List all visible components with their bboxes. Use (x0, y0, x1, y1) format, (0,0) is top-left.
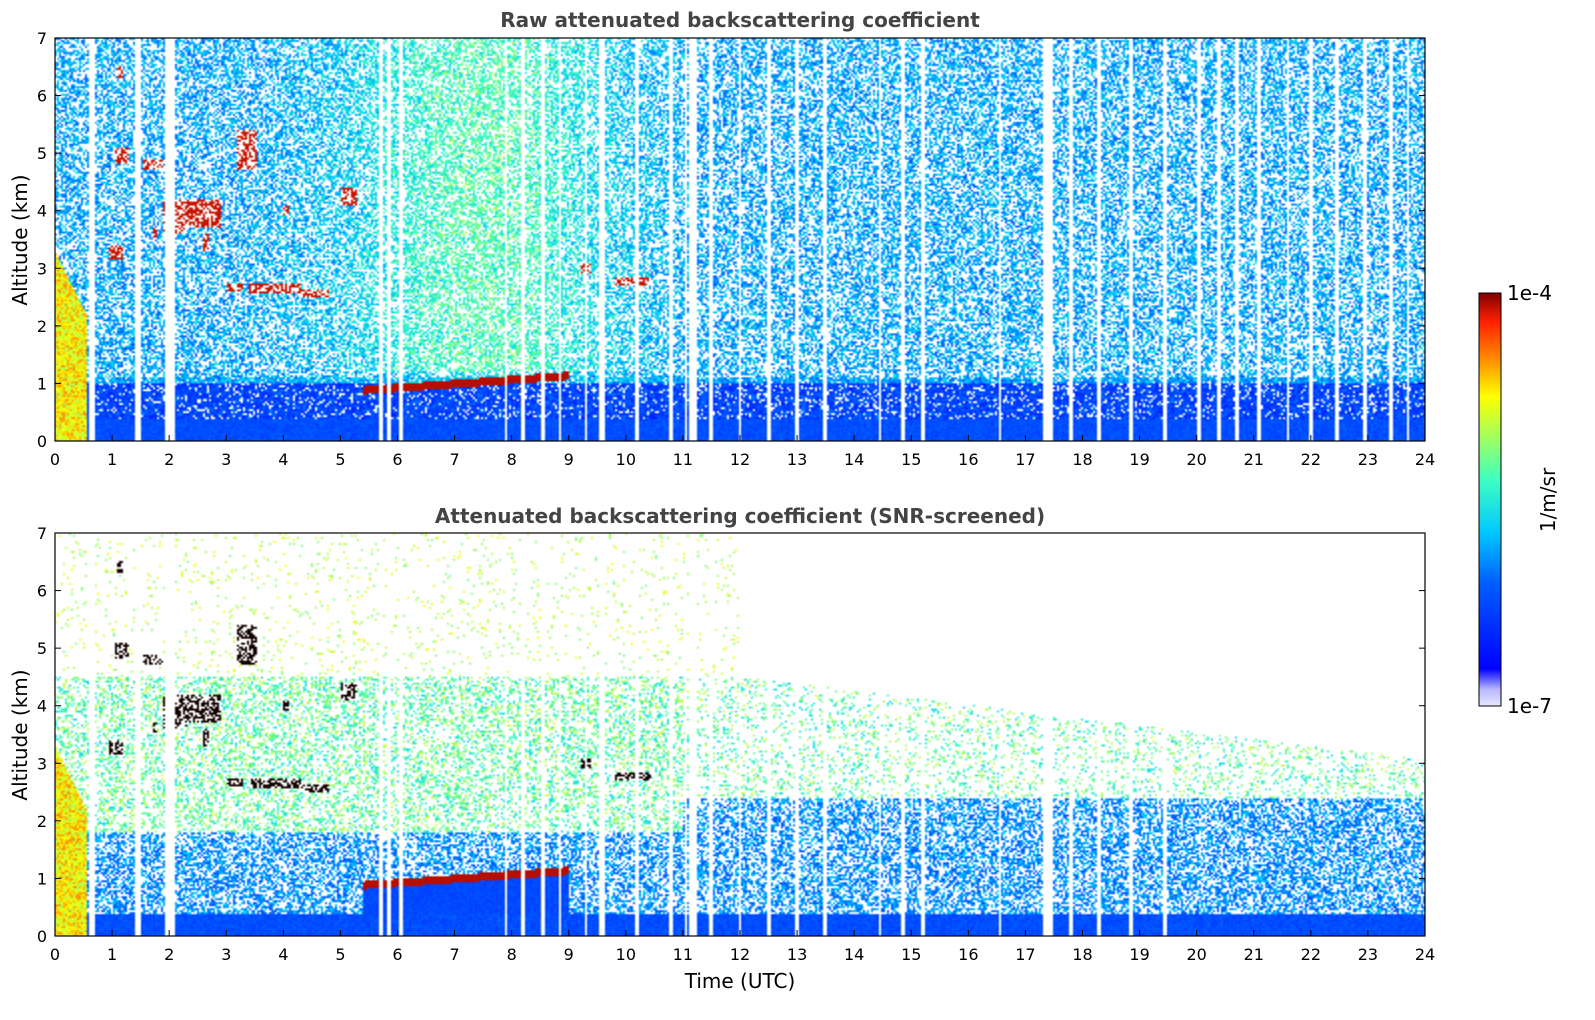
panel1-heatmap (55, 38, 1425, 441)
x-tick-label: 6 (392, 450, 402, 469)
x-tick-label: 22 (1301, 450, 1321, 469)
x-tick-label: 3 (221, 450, 231, 469)
x-tick-label: 7 (449, 945, 459, 964)
x-tick-label: 18 (1072, 450, 1092, 469)
panel2-heatmap (55, 533, 1425, 936)
y-tick-label: 6 (37, 87, 47, 106)
x-tick-label: 5 (335, 945, 345, 964)
x-tick-label: 21 (1244, 450, 1264, 469)
x-tick-label: 8 (507, 945, 517, 964)
y-tick-label: 0 (37, 432, 47, 451)
x-tick-label: 14 (844, 450, 864, 469)
x-tick-label: 0 (50, 450, 60, 469)
y-tick-label: 1 (37, 374, 47, 393)
x-tick-label: 11 (673, 450, 693, 469)
x-tick-label: 5 (335, 450, 345, 469)
x-tick-label: 22 (1301, 945, 1321, 964)
x-tick-label: 16 (958, 450, 978, 469)
panel1-y-axis: 0 1 2 3 4 5 6 7 (37, 29, 1425, 451)
x-tick-label: 4 (278, 450, 288, 469)
y-tick-label: 4 (37, 202, 47, 221)
panel2-y-label: Altitude (km) (8, 669, 32, 800)
x-tick-label: 15 (901, 945, 921, 964)
x-tick-label: 19 (1129, 945, 1149, 964)
x-tick-label: 2 (164, 450, 174, 469)
panel2-y-axis: 0 1 2 3 4 5 6 7 (37, 524, 1425, 946)
y-tick-label: 5 (37, 639, 47, 658)
y-tick-label: 2 (37, 812, 47, 831)
x-tick-label: 24 (1415, 450, 1435, 469)
y-tick-label: 2 (37, 317, 47, 336)
x-tick-label: 1 (107, 450, 117, 469)
y-tick-label: 0 (37, 927, 47, 946)
panel1-title: Raw attenuated backscattering coefficien… (500, 8, 980, 32)
panel2-x-axis: 0 1 2 3 4 5 6 7 8 9 10 11 12 13 14 15 16 17 18 19 20 21 22 23 24 (50, 930, 1435, 964)
x-tick-label: 11 (673, 945, 693, 964)
y-tick-label: 3 (37, 754, 47, 773)
x-tick-label: 15 (901, 450, 921, 469)
x-tick-label: 23 (1358, 450, 1378, 469)
x-tick-label: 8 (507, 450, 517, 469)
panel2-title: Attenuated backscattering coefficient (S… (435, 504, 1045, 528)
colorbar: 1e-4 1e-7 1/m/sr (1478, 281, 1560, 718)
x-tick-label: 2 (164, 945, 174, 964)
y-tick-label: 4 (37, 697, 47, 716)
x-tick-label: 17 (1015, 450, 1035, 469)
x-tick-label: 20 (1186, 450, 1206, 469)
x-tick-label: 10 (616, 450, 636, 469)
colorbar-gradient (1479, 293, 1501, 706)
x-tick-label: 20 (1186, 945, 1206, 964)
x-tick-label: 21 (1244, 945, 1264, 964)
raw-backscatter-panel: Raw attenuated backscattering coefficien… (8, 8, 1435, 469)
x-tick-label: 12 (730, 945, 750, 964)
panel2-x-label: Time (UTC) (684, 969, 796, 993)
y-tick-label: 3 (37, 259, 47, 278)
y-tick-label: 7 (37, 524, 47, 543)
x-tick-label: 9 (564, 945, 574, 964)
colorbar-label: 1/m/sr (1536, 467, 1560, 532)
colorbar-frame (1478, 292, 1502, 707)
x-tick-label: 17 (1015, 945, 1035, 964)
panel1-x-axis: 0 1 2 3 4 5 6 7 8 9 10 11 12 13 14 15 16 17 18 19 20 21 22 23 24 (50, 435, 1435, 469)
snr-screened-panel: Attenuated backscattering coefficient (S… (8, 504, 1435, 993)
y-tick-label: 5 (37, 144, 47, 163)
colorbar-max-label: 1e-4 (1507, 281, 1552, 305)
x-tick-label: 3 (221, 945, 231, 964)
snr-screened-heatmap-image (55, 533, 1425, 936)
x-tick-label: 18 (1072, 945, 1092, 964)
panel1-y-label: Altitude (km) (8, 174, 32, 305)
y-tick-label: 6 (37, 582, 47, 601)
x-tick-label: 9 (564, 450, 574, 469)
x-tick-label: 1 (107, 945, 117, 964)
raw-heatmap-image (55, 38, 1425, 441)
colorbar-min-label: 1e-7 (1507, 694, 1552, 718)
x-tick-label: 14 (844, 945, 864, 964)
y-tick-label: 1 (37, 869, 47, 888)
x-tick-label: 12 (730, 450, 750, 469)
x-tick-label: 24 (1415, 945, 1435, 964)
x-tick-label: 7 (449, 450, 459, 469)
x-tick-label: 10 (616, 945, 636, 964)
x-tick-label: 16 (958, 945, 978, 964)
y-tick-label: 7 (37, 29, 47, 48)
x-tick-label: 4 (278, 945, 288, 964)
x-tick-label: 23 (1358, 945, 1378, 964)
x-tick-label: 19 (1129, 450, 1149, 469)
x-tick-label: 13 (787, 945, 807, 964)
x-tick-label: 6 (392, 945, 402, 964)
x-tick-label: 0 (50, 945, 60, 964)
x-tick-label: 13 (787, 450, 807, 469)
